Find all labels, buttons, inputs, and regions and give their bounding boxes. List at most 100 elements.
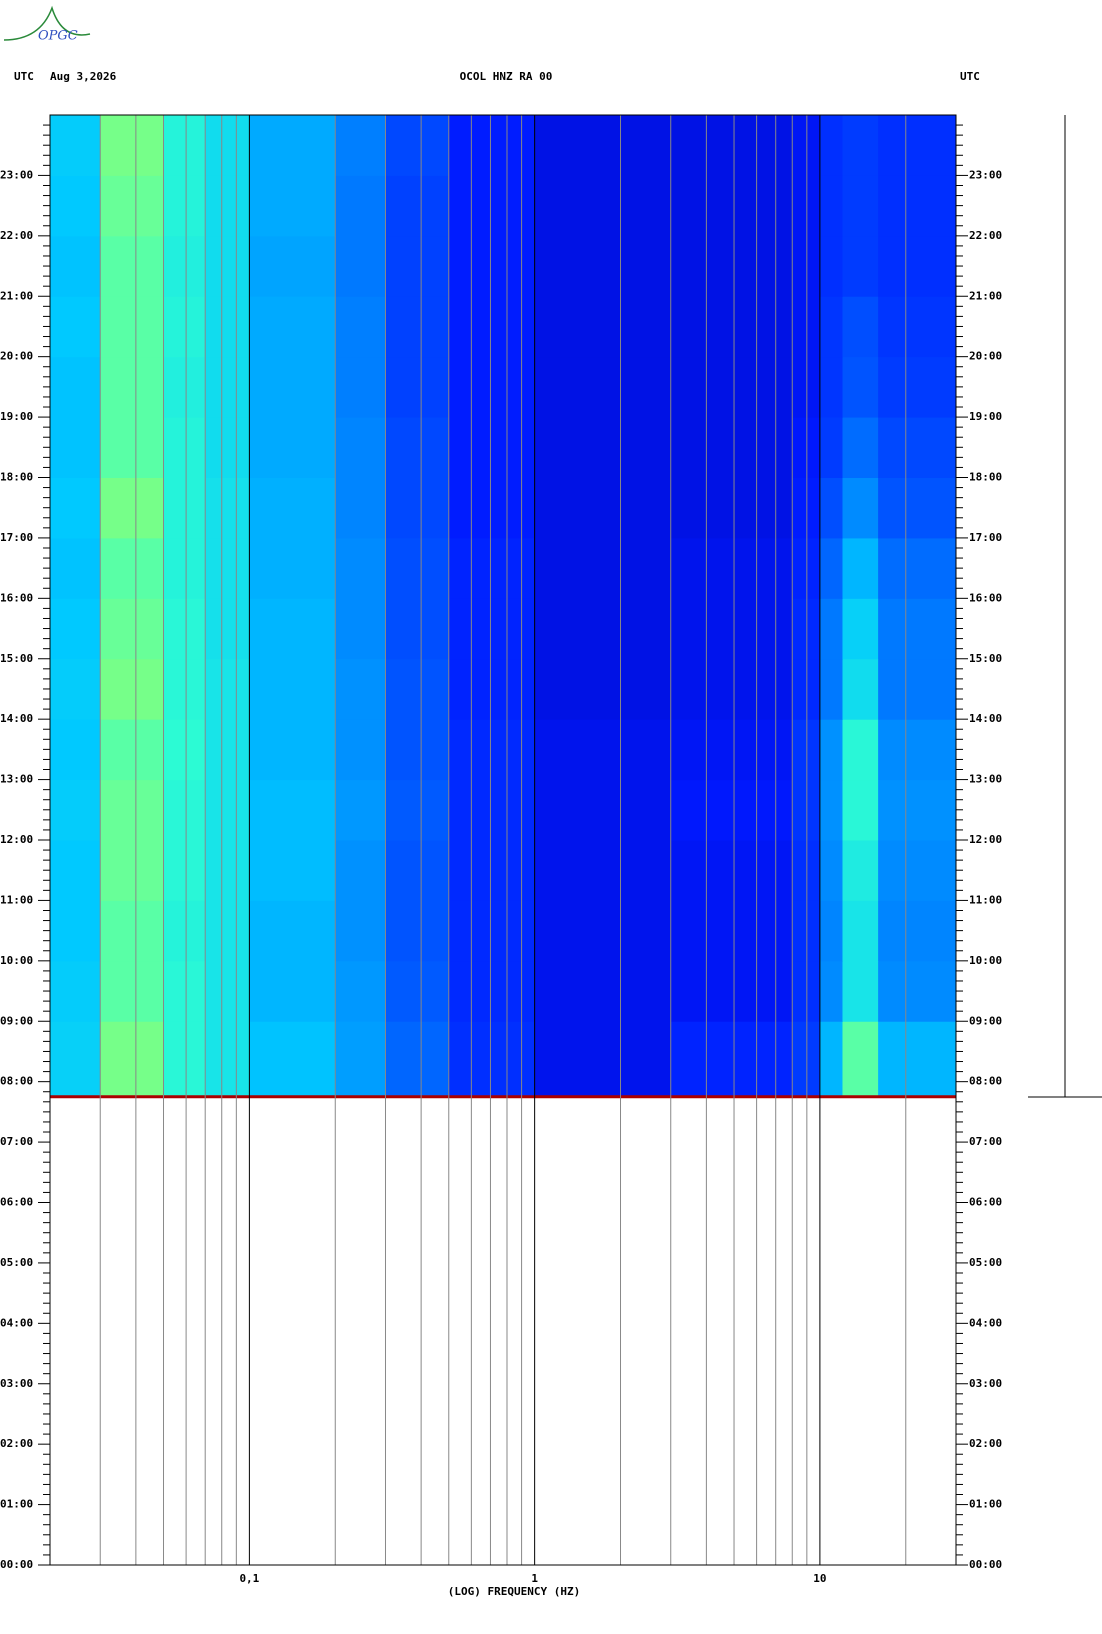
- spectrogram-cell: [249, 537, 336, 599]
- spectrogram-cell: [249, 779, 336, 841]
- spectrogram-cell: [335, 537, 386, 599]
- spectrogram-cell: [670, 477, 793, 539]
- spectrogram-cell: [50, 115, 101, 176]
- spectrogram-cell: [50, 840, 101, 901]
- y-tick-label: 17:00: [969, 531, 1002, 544]
- y-tick-label: 03:00: [0, 1377, 33, 1390]
- spectrogram-cell: [842, 779, 879, 841]
- spectrogram-cell: [100, 840, 165, 901]
- spectrogram-cell: [842, 719, 879, 781]
- spectrogram-cell: [819, 175, 843, 237]
- spectrogram-cell: [163, 296, 206, 358]
- spectrogram-cell: [878, 356, 957, 418]
- y-tick-label: 05:00: [0, 1256, 33, 1269]
- spectrogram-cell: [385, 598, 450, 660]
- spectrogram-cell: [792, 235, 821, 297]
- y-tick-label: 15:00: [0, 652, 33, 665]
- spectrogram-cell: [100, 115, 165, 176]
- y-tick-label: 11:00: [0, 893, 33, 906]
- spectrogram-cell: [670, 900, 793, 962]
- spectrogram-cell: [50, 900, 101, 962]
- spectrogram-cell: [792, 115, 821, 176]
- spectrogram-cell: [100, 779, 165, 841]
- spectrogram-cell: [534, 900, 672, 962]
- date: Aug 3,2026: [50, 70, 117, 83]
- spectrogram-cell: [792, 719, 821, 781]
- spectrogram-cell: [819, 719, 843, 781]
- spectrogram-cell: [448, 960, 536, 1022]
- spectrogram-cell: [249, 960, 336, 1022]
- y-tick-label: 18:00: [969, 471, 1002, 484]
- spectrogram-cell: [670, 840, 793, 901]
- spectrogram-cell: [842, 356, 879, 418]
- spectrogram-cell: [385, 356, 450, 418]
- spectrogram-cell: [50, 658, 101, 720]
- spectrogram-cell: [163, 719, 206, 781]
- y-tick-label: 22:00: [0, 229, 33, 242]
- spectrogram-cell: [335, 840, 386, 901]
- spectrogram-cell: [100, 719, 165, 781]
- spectrogram-cell: [819, 900, 843, 962]
- spectrogram-cell: [50, 175, 101, 237]
- spectrogram-cell: [205, 115, 250, 176]
- spectrogram-cell: [792, 537, 821, 599]
- y-tick-label: 03:00: [969, 1377, 1002, 1390]
- spectrogram-cell: [534, 658, 672, 720]
- spectrogram-cell: [163, 477, 206, 539]
- spectrogram-cell: [670, 658, 793, 720]
- spectrogram-cell: [842, 296, 879, 358]
- spectrogram-cell: [205, 658, 250, 720]
- spectrogram-cell: [448, 115, 536, 176]
- spectrogram-cell: [163, 840, 206, 901]
- spectrogram-cell: [335, 175, 386, 237]
- spectrogram-cell: [205, 840, 250, 901]
- y-tick-label: 17:00: [0, 531, 33, 544]
- timezone-left: UTC: [14, 70, 34, 83]
- y-tick-label: 02:00: [969, 1437, 1002, 1450]
- spectrogram-cell: [385, 235, 450, 297]
- spectrogram-cell: [163, 598, 206, 660]
- spectrogram-cell: [534, 296, 672, 358]
- spectrogram-cell: [878, 598, 957, 660]
- spectrogram-cell: [335, 356, 386, 418]
- logo: OPGC: [38, 29, 78, 44]
- spectrogram-cell: [819, 598, 843, 660]
- spectrogram-cell: [50, 779, 101, 841]
- spectrogram-cell: [100, 537, 165, 599]
- spectrogram-cell: [385, 296, 450, 358]
- y-tick-label: 21:00: [0, 289, 33, 302]
- spectrogram-cell: [249, 598, 336, 660]
- spectrogram-cell: [534, 477, 672, 539]
- spectrogram-cell: [792, 175, 821, 237]
- spectrogram-cell: [335, 1021, 386, 1098]
- spectrogram-cell: [448, 598, 536, 660]
- y-tick-label: 13:00: [969, 773, 1002, 786]
- spectrogram-cell: [819, 356, 843, 418]
- spectrogram-cell: [163, 900, 206, 962]
- spectrogram-cell: [448, 537, 536, 599]
- spectrogram-cell: [249, 175, 336, 237]
- spectrogram-cell: [670, 175, 793, 237]
- spectrogram-cell: [100, 960, 165, 1022]
- spectrogram-cell: [534, 719, 672, 781]
- y-tick-label: 04:00: [0, 1316, 33, 1329]
- y-tick-label: 20:00: [969, 350, 1002, 363]
- x-tick-label: 10: [813, 1572, 826, 1585]
- spectrogram-cell: [448, 1021, 536, 1098]
- spectrogram-cell: [335, 235, 386, 297]
- spectrogram-cell: [819, 537, 843, 599]
- y-tick-label: 09:00: [969, 1014, 1002, 1027]
- spectrogram-cell: [249, 115, 336, 176]
- spectrogram-cell: [534, 598, 672, 660]
- spectrogram-cell: [205, 960, 250, 1022]
- spectrogram-cell: [534, 840, 672, 901]
- spectrogram-cell: [448, 356, 536, 418]
- spectrogram-cell: [385, 779, 450, 841]
- spectrogram-cell: [50, 537, 101, 599]
- y-tick-label: 11:00: [969, 893, 1002, 906]
- spectrogram-cell: [534, 175, 672, 237]
- spectrogram-cell: [819, 840, 843, 901]
- spectrogram-cell: [205, 417, 250, 478]
- spectrogram-cell: [819, 417, 843, 478]
